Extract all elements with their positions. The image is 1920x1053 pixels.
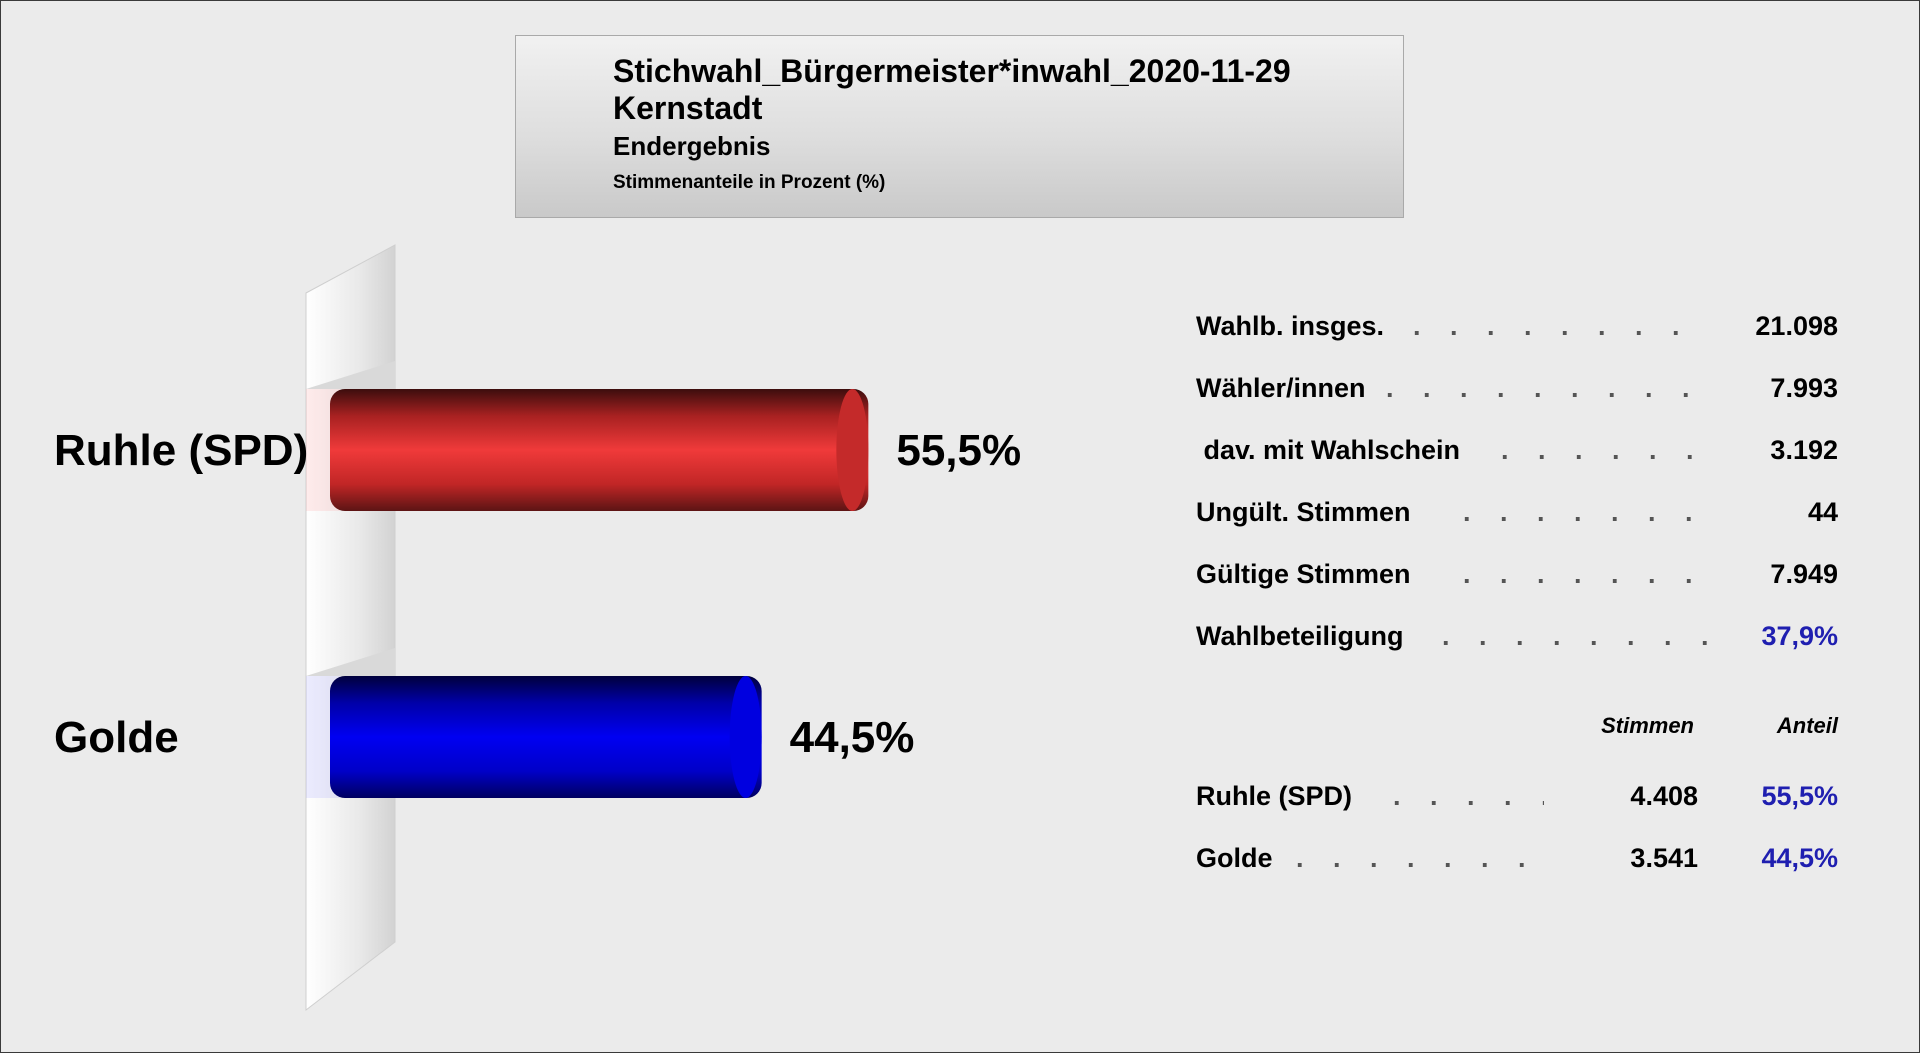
- stat-label: Gültige Stimmen: [1196, 559, 1411, 589]
- category-label: Ruhle (SPD): [54, 426, 308, 475]
- bar-1: [330, 676, 762, 798]
- leader-dots: . . . . . . . . . . . . . . . . . . . . …: [1413, 311, 1709, 341]
- chart-wall: [305, 244, 396, 1012]
- share-column-header: Anteil: [1776, 713, 1838, 738]
- value-label: 55,5%: [896, 426, 1021, 475]
- result-name: Golde: [1196, 843, 1273, 873]
- stat-label: dav. mit Wahlschein: [1196, 435, 1461, 465]
- leader-dots: . . . . . . . . . . . . . . . . . . . . …: [1393, 781, 1544, 811]
- stat-value: 7.949: [1770, 559, 1838, 589]
- value-label: 44,5%: [790, 713, 915, 762]
- stat-row: dav. mit Wahlschein . . . . . . . . . . .…: [1196, 435, 1839, 475]
- district-name: Kernstadt: [613, 90, 763, 126]
- bar-shelf: [306, 648, 395, 676]
- leader-dots: . . . . . . . . . . . . . . . . . . . . …: [1501, 435, 1709, 465]
- chart-subtitle: Stimmenanteile in Prozent (%): [613, 172, 886, 193]
- stat-label: Wähler/innen: [1196, 373, 1366, 403]
- result-name: Ruhle (SPD): [1196, 781, 1353, 811]
- stat-value: 44: [1807, 497, 1838, 527]
- stat-value: 3.192: [1770, 435, 1838, 465]
- bar-cap: [836, 389, 869, 511]
- result-status: Endergebnis: [613, 131, 771, 161]
- title-box: Stichwahl_Bürgermeister*inwahl_2020-11-2…: [515, 35, 1404, 218]
- stat-row: Gültige Stimmen . . . . . . . . . . . . .…: [1196, 559, 1838, 599]
- category-label: Golde: [54, 713, 179, 762]
- bar-cap: [729, 676, 762, 798]
- result-share: 55,5%: [1761, 781, 1838, 811]
- chart-title: Stichwahl_Bürgermeister*inwahl_2020-11-2…: [613, 53, 1291, 89]
- bar-0: [330, 389, 869, 511]
- votes-column-header: Stimmen: [1601, 713, 1694, 738]
- result-votes: 4.408: [1630, 781, 1698, 811]
- leader-dots: . . . . . . . . . . . . . . . . . . . . …: [1296, 843, 1544, 873]
- stat-row: Wähler/innen . . . . . . . . . . . . . . …: [1196, 373, 1838, 413]
- stat-row: Wahlbeteiligung . . . . . . . . . . . . .…: [1196, 621, 1838, 661]
- result-row: Ruhle (SPD) . . . . . . . . . . . . . . .…: [1196, 781, 1838, 821]
- stat-value: 7.993: [1770, 373, 1838, 403]
- result-share: 44,5%: [1761, 843, 1838, 873]
- stat-row: Ungült. Stimmen . . . . . . . . . . . . .…: [1196, 497, 1838, 537]
- leader-dots: . . . . . . . . . . . . . . . . . . . . …: [1386, 373, 1709, 403]
- leader-dots: . . . . . . . . . . . . . . . . . . . . …: [1442, 621, 1709, 651]
- leader-dots: . . . . . . . . . . . . . . . . . . . . …: [1463, 497, 1709, 527]
- stat-value: 37,9%: [1761, 621, 1838, 651]
- stat-label: Wahlbeteiligung: [1196, 621, 1404, 651]
- stat-label: Ungült. Stimmen: [1196, 497, 1411, 527]
- leader-dots: . . . . . . . . . . . . . . . . . . . . …: [1463, 559, 1709, 589]
- stat-row: Wahlb. insges. . . . . . . . . . . . . . …: [1196, 311, 1838, 351]
- result-votes: 3.541: [1630, 843, 1698, 873]
- stat-label: Wahlb. insges.: [1196, 311, 1385, 341]
- result-row: Golde . . . . . . . . . . . . . . . . . .…: [1196, 843, 1838, 883]
- bar-shelf: [306, 361, 395, 389]
- stat-value: 21.098: [1755, 311, 1838, 341]
